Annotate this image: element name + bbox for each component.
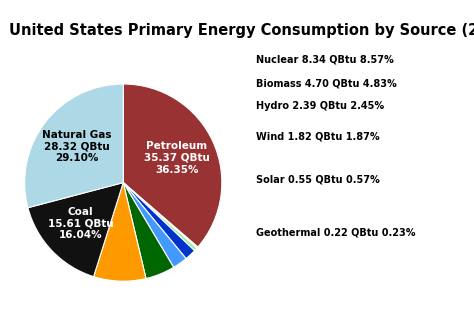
- Wedge shape: [123, 183, 194, 259]
- Text: Natural Gas
28.32 QBtu
29.10%: Natural Gas 28.32 QBtu 29.10%: [42, 130, 111, 163]
- Text: Petroleum
35.37 QBtu
36.35%: Petroleum 35.37 QBtu 36.35%: [144, 141, 210, 175]
- Text: Biomass 4.70 QBtu 4.83%: Biomass 4.70 QBtu 4.83%: [256, 78, 397, 88]
- Text: Wind 1.82 QBtu 1.87%: Wind 1.82 QBtu 1.87%: [256, 131, 380, 141]
- Text: Solar 0.55 QBtu 0.57%: Solar 0.55 QBtu 0.57%: [256, 174, 380, 184]
- Wedge shape: [123, 84, 222, 247]
- Wedge shape: [123, 183, 197, 251]
- Wedge shape: [93, 183, 146, 281]
- Text: Geothermal 0.22 QBtu 0.23%: Geothermal 0.22 QBtu 0.23%: [256, 227, 415, 237]
- Text: Nuclear 8.34 QBtu 8.57%: Nuclear 8.34 QBtu 8.57%: [256, 55, 394, 65]
- Wedge shape: [25, 84, 123, 208]
- Text: Hydro 2.39 QBtu 2.45%: Hydro 2.39 QBtu 2.45%: [256, 101, 384, 111]
- Wedge shape: [123, 183, 198, 248]
- Wedge shape: [123, 183, 173, 279]
- Text: Coal
15.61 QBtu
16.04%: Coal 15.61 QBtu 16.04%: [47, 207, 113, 240]
- Wedge shape: [28, 183, 123, 277]
- Wedge shape: [123, 183, 186, 267]
- Text: United States Primary Energy Consumption by Source (2015): United States Primary Energy Consumption…: [9, 23, 474, 38]
